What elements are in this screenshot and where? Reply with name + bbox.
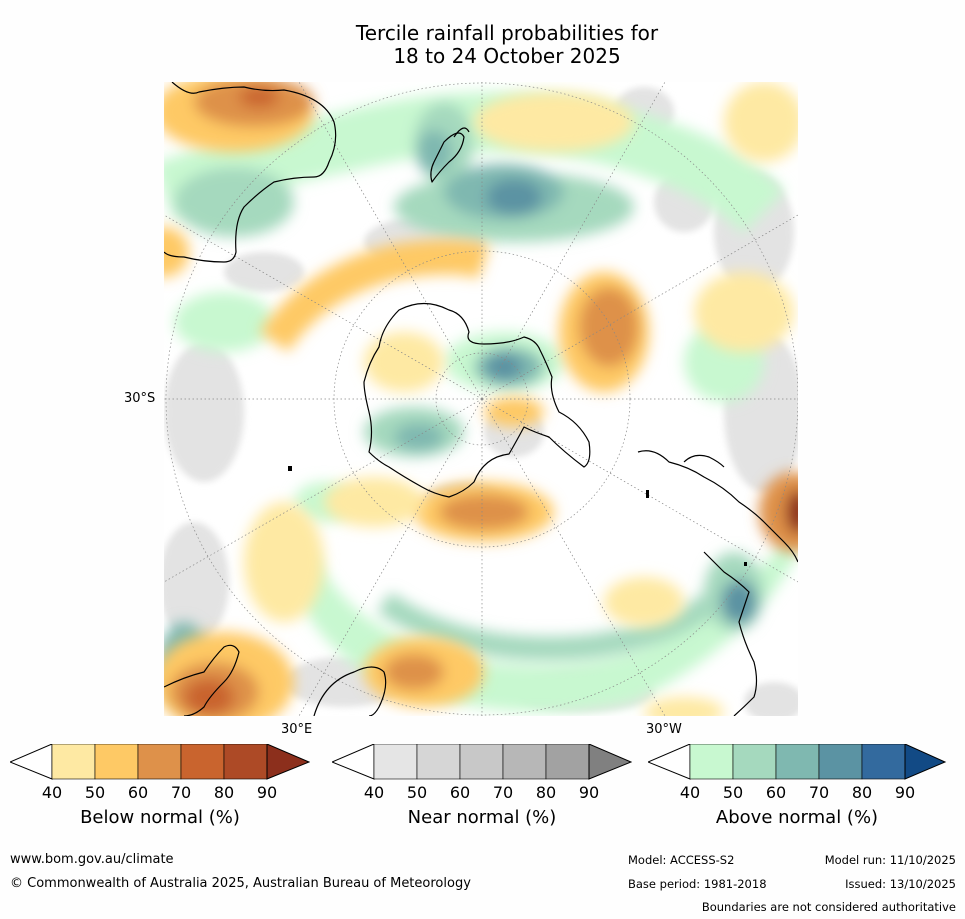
boundary-disclaimer: Boundaries are not considered authoritat… [701,900,956,914]
below-tick-50: 50 [84,783,106,802]
above-normal-label: Above normal (%) [715,807,879,828]
below-tick-80: 80 [213,783,235,802]
title-line-1: Tercile rainfall probabilities for [355,21,659,45]
below-tick-70: 70 [170,783,192,802]
title-line-2: 18 to 24 October 2025 [393,44,621,68]
copyright-text: © Commonwealth of Australia 2025, Austra… [10,876,471,891]
near-tick-60: 60 [449,783,471,802]
lon-label-30e: 30°E [281,722,313,737]
lon-label-30w: 30°W [646,722,682,737]
islands [288,466,747,566]
near-tick-50: 50 [406,783,428,802]
model-name: Model: ACCESS-S2 [628,853,735,867]
below-tick-60: 60 [127,783,149,802]
issued-date: Issued: 13/10/2025 [845,877,956,891]
below-normal-colorbar: 40 50 60 70 80 90 Below normal (%) [10,744,310,844]
model-run-date: Model run: 11/10/2025 [824,853,956,867]
above-tick-60: 60 [765,783,787,802]
near-normal-label: Near normal (%) [407,807,557,828]
above-tick-70: 70 [808,783,830,802]
near-tick-80: 80 [535,783,557,802]
base-period: Base period: 1981-2018 [628,877,767,891]
near-normal-colorbar-swatches [332,744,632,780]
below-normal-colorbar-swatches [10,744,310,780]
near-tick-70: 70 [492,783,514,802]
above-tick-50: 50 [722,783,744,802]
below-normal-shading [164,82,798,716]
bom-url-link[interactable]: www.bom.gov.au/climate [10,852,174,867]
above-tick-40: 40 [679,783,701,802]
below-tick-40: 40 [41,783,63,802]
near-tick-90: 90 [578,783,600,802]
above-normal-colorbar: 40 50 60 70 80 90 Above normal (%) [648,744,948,844]
near-tick-40: 40 [363,783,385,802]
above-tick-90: 90 [894,783,916,802]
polar-rainfall-map [164,82,798,716]
above-normal-colorbar-swatches [648,744,947,780]
above-tick-80: 80 [851,783,873,802]
graticule [164,82,798,716]
coastlines [164,82,798,716]
map-title: Tercile rainfall probabilities for 18 to… [0,22,965,68]
near-normal-colorbar: 40 50 60 70 80 90 Near normal (%) [332,744,632,844]
lat-label-30s: 30°S [124,391,156,406]
below-normal-label: Below normal (%) [80,807,240,828]
below-tick-90: 90 [256,783,278,802]
